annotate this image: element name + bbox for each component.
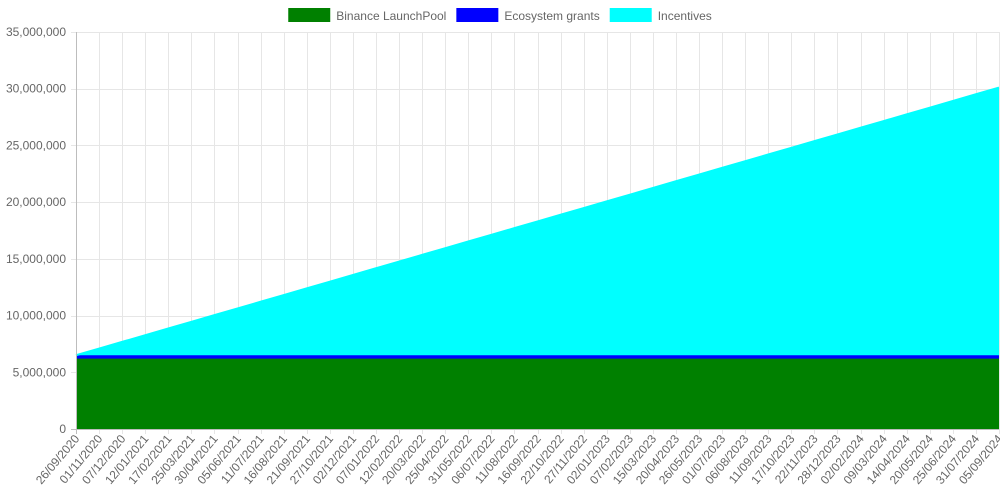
legend-swatch-0	[288, 8, 331, 22]
y-tick-label: 10,000,000	[6, 309, 66, 323]
y-tick-label: 0	[59, 422, 66, 436]
y-tick-label: 25,000,000	[6, 138, 66, 152]
legend-label-1: Ecosystem grants	[504, 9, 599, 23]
plot-area	[75, 86, 1000, 429]
y-axis: 0 5,000,000 10,000,000 15,000,000 20,000,000…	[6, 25, 66, 436]
y-tick-label: 15,000,000	[6, 252, 66, 266]
series-area-0	[76, 358, 999, 429]
legend: Binance LaunchPool Ecosystem grants Incent…	[288, 8, 712, 23]
legend-swatch-2	[609, 8, 652, 22]
y-tick-label: 30,000,000	[6, 82, 66, 96]
axes	[71, 32, 999, 434]
y-tick-label: 35,000,000	[6, 25, 66, 39]
legend-label-0: Binance LaunchPool	[336, 9, 446, 23]
y-tick-label: 20,000,000	[6, 195, 66, 209]
legend-swatch-1	[456, 8, 499, 22]
series-line-2	[75, 86, 1000, 357]
y-tick-label: 5,000,000	[13, 365, 67, 379]
legend-label-2: Incentives	[658, 9, 712, 23]
x-axis: 26/09/202001/11/202007/12/202012/01/2021…	[33, 432, 1000, 487]
